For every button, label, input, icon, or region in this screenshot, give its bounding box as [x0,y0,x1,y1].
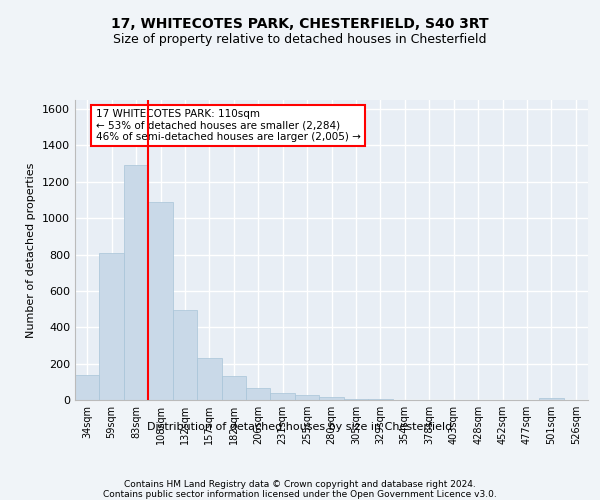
Text: Contains public sector information licensed under the Open Government Licence v3: Contains public sector information licen… [103,490,497,499]
Bar [221,376,246,400]
Bar [197,358,221,400]
Bar [319,398,344,400]
Bar [173,310,197,400]
Text: Size of property relative to detached houses in Chesterfield: Size of property relative to detached ho… [113,32,487,46]
Bar [344,398,368,400]
Text: 17, WHITECOTES PARK, CHESTERFIELD, S40 3RT: 17, WHITECOTES PARK, CHESTERFIELD, S40 3… [111,18,489,32]
Bar [539,398,563,400]
Text: 17 WHITECOTES PARK: 110sqm
← 53% of detached houses are smaller (2,284)
46% of s: 17 WHITECOTES PARK: 110sqm ← 53% of deta… [95,109,361,142]
Bar [246,388,271,400]
Text: Distribution of detached houses by size in Chesterfield: Distribution of detached houses by size … [148,422,452,432]
Bar [295,396,319,400]
Bar [271,393,295,400]
Bar [75,376,100,400]
Bar [100,252,124,400]
Text: Contains HM Land Registry data © Crown copyright and database right 2024.: Contains HM Land Registry data © Crown c… [124,480,476,489]
Bar [148,202,173,400]
Y-axis label: Number of detached properties: Number of detached properties [26,162,37,338]
Bar [124,164,148,400]
